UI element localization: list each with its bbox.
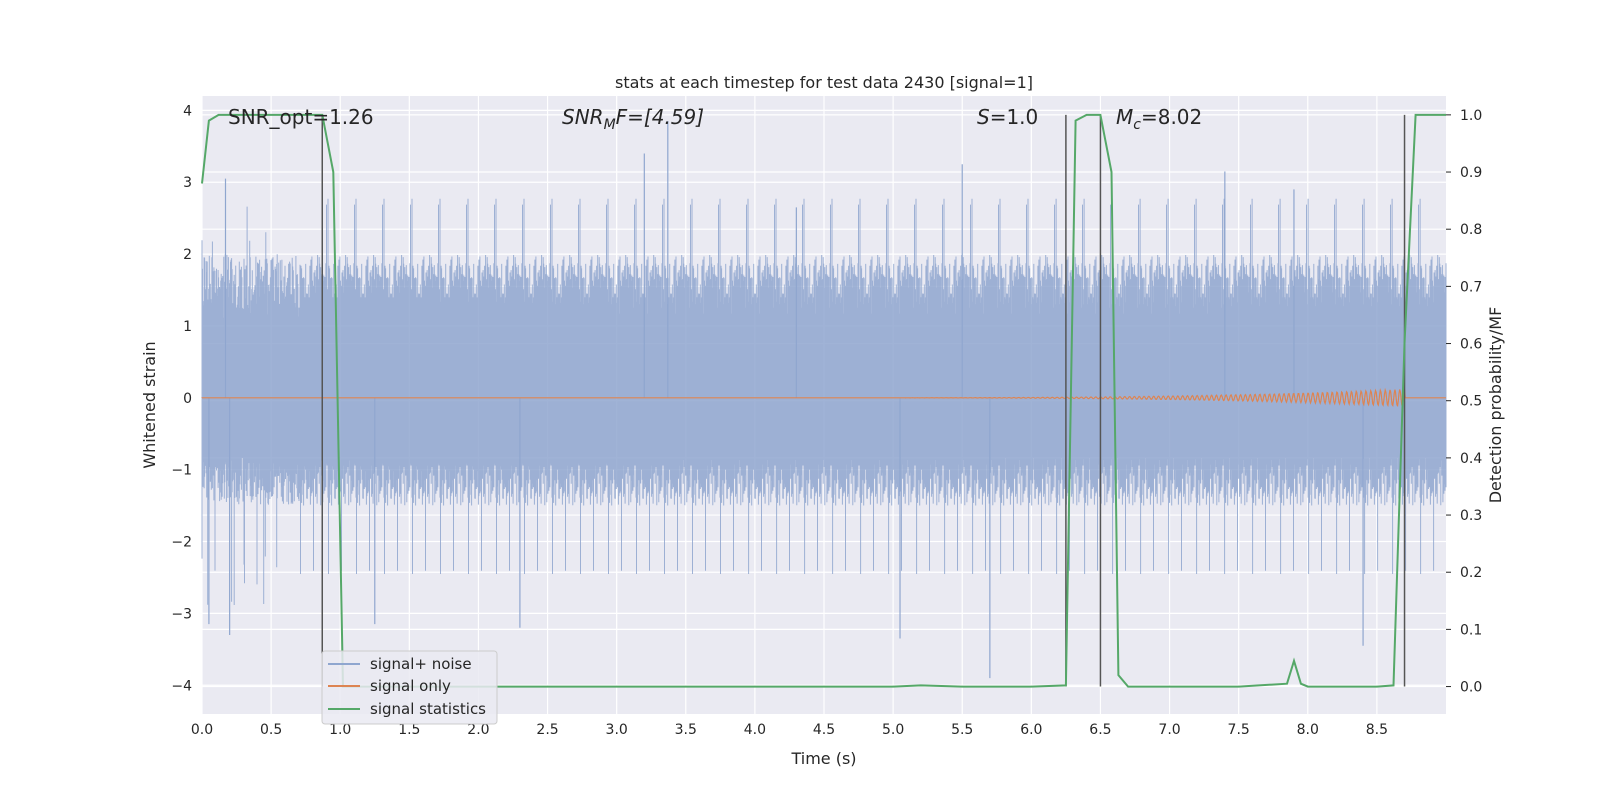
series-signal-statistics <box>201 113 1446 688</box>
y-axis-ticks: 4 3 2 1 0 −1 −2 −3 −4 <box>171 103 192 694</box>
vertical-markers <box>321 114 1406 687</box>
legend-label-signal-noise: signal+ noise <box>370 655 472 673</box>
y-tick-label: 2 <box>183 247 192 263</box>
legend-label-signal-only: signal only <box>370 677 451 695</box>
annotation-s: S=1.0 <box>977 105 1038 129</box>
x-tick-label: 4.5 <box>813 722 835 738</box>
legend: signal+ noise signal only signal statist… <box>321 650 498 725</box>
legend-box <box>321 650 498 725</box>
y-tick-label: 1 <box>183 319 192 335</box>
x-tick-label: 8.5 <box>1366 722 1388 738</box>
y2-tick-label: 0.5 <box>1460 394 1482 410</box>
y2-tick-label: 0.0 <box>1460 680 1482 696</box>
x-tick-label: 3.5 <box>675 722 697 738</box>
y-tick-label: −3 <box>171 606 192 622</box>
y-tick-label: 4 <box>183 103 192 119</box>
y-tick-label: −4 <box>171 678 192 694</box>
chart-title: stats at each timestep for test data 243… <box>615 73 1033 92</box>
y2-tick-label: 0.2 <box>1460 565 1482 581</box>
x-tick-label: 7.0 <box>1158 722 1180 738</box>
signal-statistics-line <box>201 113 1446 688</box>
y2-tick-label: 0.7 <box>1460 279 1482 295</box>
x-tick-label: 1.5 <box>398 722 420 738</box>
y-tick-label: 0 <box>183 391 192 407</box>
y-tick-label: 3 <box>183 175 192 191</box>
x-tick-label: 2.0 <box>467 722 489 738</box>
y-tick-label: −2 <box>171 535 192 551</box>
series-signal-noise <box>201 121 1447 679</box>
x-tick-label: 0.0 <box>191 722 213 738</box>
legend-label-signal-statistics: signal statistics <box>370 700 486 718</box>
series-signal-only <box>201 387 1446 408</box>
y2-tick-label: 0.4 <box>1460 451 1482 467</box>
signal-noise-trace <box>201 198 1447 605</box>
annotation-snr-opt: SNR_opt=1.26 <box>228 105 374 129</box>
y2-tick-label: 0.1 <box>1460 622 1482 638</box>
annotation-mc: Mc=8.02 <box>1116 105 1202 133</box>
y2-axis-label: Detection probability/MF <box>1486 307 1505 504</box>
x-tick-label: 4.0 <box>744 722 766 738</box>
x-axis-ticks: 0.0 0.5 1.0 1.5 2.0 2.5 3.0 3.5 4.0 4.5 5.0 5.5 6.0 6… <box>191 722 1388 738</box>
y2-tick-label: 0.9 <box>1460 165 1482 181</box>
x-tick-label: 6.5 <box>1089 722 1111 738</box>
y2-tick-label: 0.8 <box>1460 222 1482 238</box>
x-tick-label: 1.0 <box>329 722 351 738</box>
x-tick-label: 8.0 <box>1297 722 1319 738</box>
x-tick-label: 2.5 <box>536 722 558 738</box>
y-axis-label: Whitened strain <box>140 341 159 468</box>
y2-tick-label: 1.0 <box>1460 108 1482 124</box>
y2-axis-ticks: 1.0 0.9 0.8 0.7 0.6 0.5 0.4 0.3 0.2 0.1 0.0 <box>1446 108 1482 696</box>
y2-tick-label: 0.6 <box>1460 337 1482 353</box>
x-tick-label: 7.5 <box>1228 722 1250 738</box>
x-tick-label: 3.0 <box>606 722 628 738</box>
x-axis-label: Time (s) <box>790 749 856 768</box>
y-tick-label: −1 <box>171 463 192 479</box>
x-tick-label: 0.5 <box>260 722 282 738</box>
y2-tick-label: 0.3 <box>1460 508 1482 524</box>
x-tick-label: 5.5 <box>951 722 973 738</box>
signal-only-trace <box>201 387 1446 408</box>
x-tick-label: 5.0 <box>882 722 904 738</box>
annotation-snr-mf: SNRMF=[4.59] <box>562 105 704 133</box>
x-tick-label: 6.0 <box>1020 722 1042 738</box>
